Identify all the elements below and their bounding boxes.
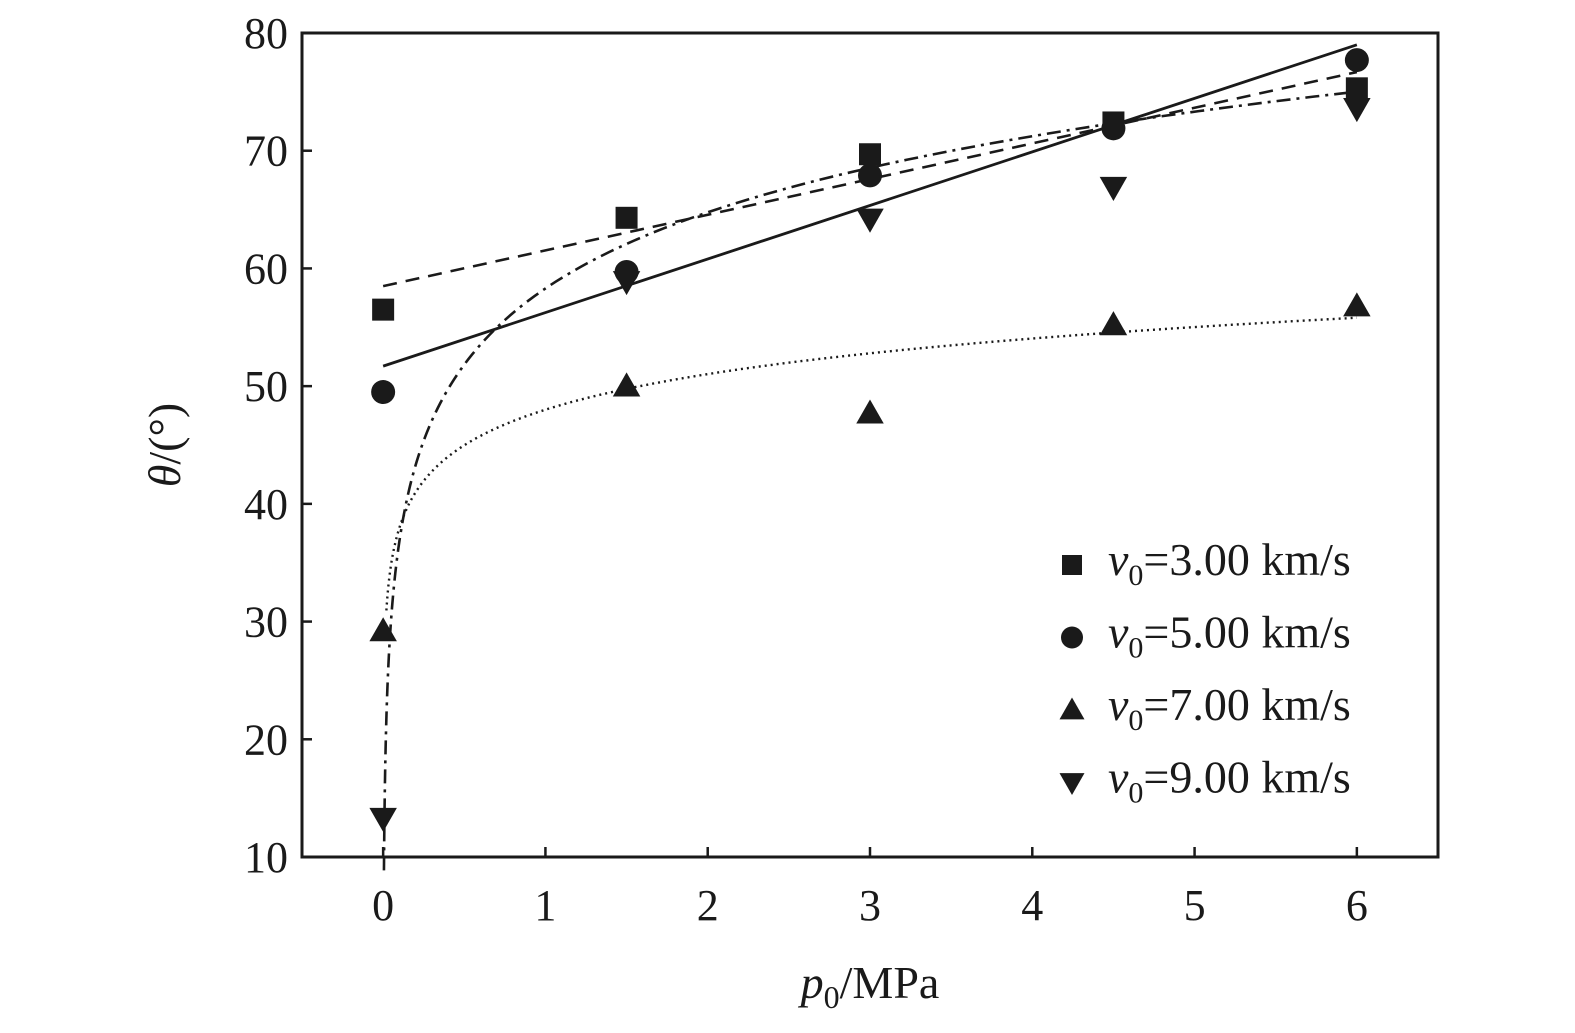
legend: v0=3.00 km/sv0=5.00 km/sv0=7.00 km/sv0=9… [1059,534,1351,810]
legend-marker-triangle-down [1059,773,1085,795]
data-point-square [859,143,881,166]
legend-marker-circle [1061,626,1083,649]
x-axis-unit: /MPa [840,957,940,1008]
data-point-triangle-down [1343,98,1371,123]
legend-marker-triangle-up [1059,697,1085,720]
y-axis-title: θ/(°) [139,403,190,487]
data-point-triangle-down [856,208,884,233]
x-tick-label: 2 [697,881,719,930]
legend-value: =5.00 km/s [1143,607,1350,658]
legend-value: =7.00 km/s [1143,679,1350,730]
y-axis-unit: /(°) [139,403,190,465]
legend-label: v0=9.00 km/s [1108,752,1351,810]
data-point-circle [858,163,882,188]
data-markers [369,48,1371,832]
x-tick-label: 1 [534,881,556,930]
y-tick-label: 60 [244,244,288,293]
data-point-circle [1101,116,1126,141]
x-axis-symbol: p [798,957,824,1008]
x-axis-title: p0/MPa [798,957,940,1015]
data-point-triangle-down [612,271,641,296]
legend-symbol: v [1108,679,1129,730]
legend-value: =9.00 km/s [1143,752,1350,803]
legend-symbol: v [1108,534,1129,585]
legend-symbol: v [1108,607,1129,658]
data-point-triangle-up [369,617,397,642]
data-point-square [372,298,395,321]
data-point-circle [1344,48,1369,73]
data-point-triangle-down [1099,176,1128,201]
y-tick-label: 40 [244,480,288,529]
y-tick-label: 70 [244,127,288,176]
y-tick-label: 20 [244,715,288,764]
data-point-square [615,206,638,229]
y-axis-symbol: θ [139,465,190,488]
legend-value: =3.00 km/s [1143,534,1350,585]
legend-marker-square [1062,555,1082,575]
data-point-triangle-up [1343,292,1371,317]
fit-line-dotted [385,316,1357,611]
x-tick-label: 3 [859,881,881,930]
fit-lines [382,43,1358,871]
legend-subscript: 0 [1128,632,1143,665]
fit-line-dashed [382,70,1358,288]
axis-ticks: 0 1 2 3 4 5 6 10 20 30 40 50 60 70 80 [244,9,1368,930]
y-tick-label: 10 [244,833,288,882]
legend-subscript: 0 [1128,559,1143,592]
data-point-triangle-down [369,807,397,832]
legend-label: v0=5.00 km/s [1108,607,1351,665]
x-axis-subscript: 0 [824,979,840,1015]
legend-subscript: 0 [1128,777,1143,810]
x-tick-label: 5 [1184,881,1206,930]
x-tick-label: 6 [1346,881,1368,930]
legend-symbol: v [1108,752,1129,803]
data-point-circle [371,380,396,405]
data-point-triangle-up [1099,311,1128,336]
fit-line-solid [382,43,1358,368]
y-tick-label: 50 [244,362,288,411]
data-point-triangle-up [612,372,641,397]
fit-line-dashdot [382,90,1358,871]
legend-label: v0=3.00 km/s [1108,534,1351,592]
y-tick-label: 80 [244,9,288,58]
x-tick-label: 0 [372,881,394,930]
data-point-square [1345,77,1368,100]
y-tick-label: 30 [244,598,288,647]
legend-subscript: 0 [1128,704,1143,737]
legend-label: v0=7.00 km/s [1108,679,1351,737]
data-point-triangle-up [856,399,884,424]
x-tick-label: 4 [1021,881,1043,930]
